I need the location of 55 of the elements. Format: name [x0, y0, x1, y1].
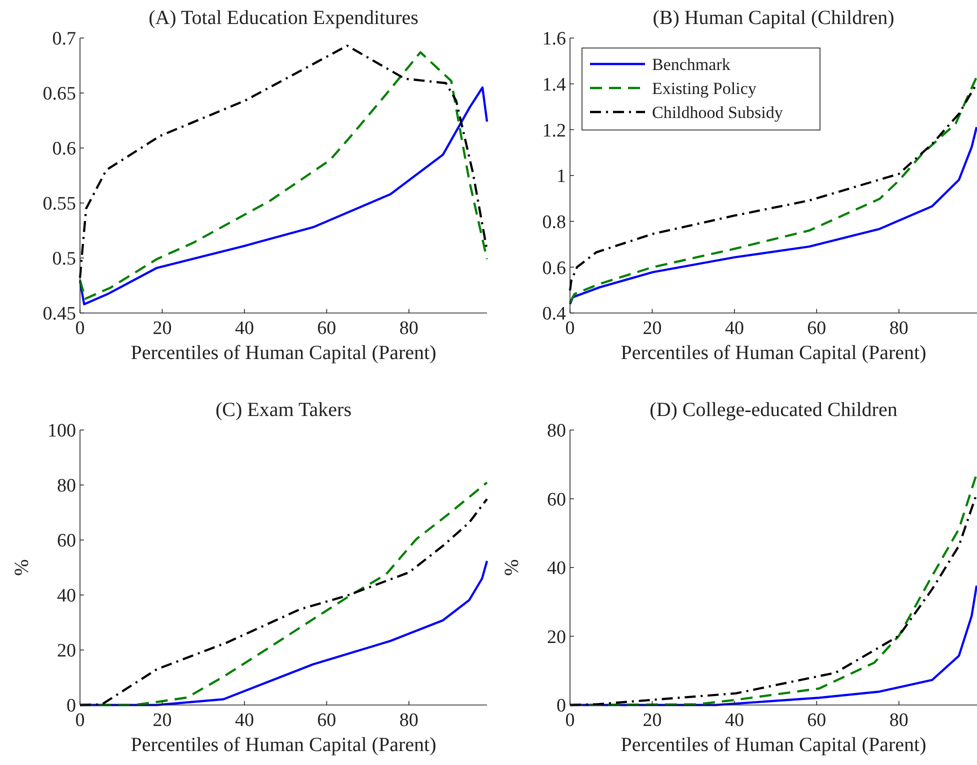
- y-tick-label: 0.8: [542, 212, 566, 233]
- y-tick-label: 20: [547, 626, 566, 648]
- y-axis-title: %: [501, 559, 523, 576]
- x-tick-label: 80: [399, 318, 418, 339]
- x-tick-label: 20: [642, 710, 662, 731]
- x-tick-label: 20: [152, 318, 172, 339]
- x-axis-title: Percentiles of Human Capital (Parent): [620, 734, 926, 756]
- y-tick-label: 0.6: [52, 138, 76, 160]
- x-tick-label: 40: [234, 318, 254, 339]
- y-tick-label: 0.7: [52, 28, 76, 50]
- y-tick-label: 40: [57, 586, 76, 607]
- x-tick-label: 20: [152, 710, 172, 731]
- x-tick-label: 20: [642, 318, 662, 339]
- y-tick-label: 60: [57, 530, 76, 552]
- y-tick-label: 0.45: [42, 304, 76, 325]
- legend-label: Benchmark: [652, 54, 731, 74]
- line-series: [568, 126, 977, 306]
- x-axis-title: Percentiles of Human Capital (Parent): [130, 342, 436, 364]
- chart-title: (B) Human Capital (Children): [652, 7, 894, 29]
- y-tick-label: 1.6: [542, 28, 566, 50]
- x-axis-title: Percentiles of Human Capital (Parent): [130, 734, 436, 756]
- x-tick-label: 80: [399, 710, 418, 731]
- x-tick-label: 40: [724, 710, 744, 731]
- x-tick-label: 60: [807, 710, 826, 731]
- y-tick-label: 0.4: [542, 304, 566, 325]
- chart-title: (D) College-educated Children: [650, 399, 898, 421]
- legend-label: Existing Policy: [652, 78, 757, 98]
- y-tick-label: 0.6: [542, 258, 566, 279]
- y-tick-label: 1.4: [542, 74, 566, 96]
- y-tick-label: 60: [547, 489, 566, 510]
- x-tick-label: 60: [317, 710, 336, 731]
- x-tick-label: 40: [724, 318, 744, 339]
- y-tick-label: 0: [556, 696, 566, 717]
- y-tick-label: 80: [57, 476, 76, 497]
- y-tick-label: 0: [66, 696, 76, 717]
- x-tick-label: 60: [317, 318, 336, 339]
- x-tick-label: 60: [807, 318, 826, 339]
- y-tick-label: 80: [547, 420, 566, 442]
- y-tick-label: 0.5: [52, 248, 76, 270]
- legend-label: Childhood Subsidy: [652, 102, 784, 122]
- y-tick-label: 1: [556, 166, 566, 188]
- x-axis-title: Percentiles of Human Capital (Parent): [620, 342, 926, 364]
- y-tick-label: 20: [57, 640, 76, 662]
- y-axis-title: %: [11, 559, 33, 576]
- line-series: [78, 86, 488, 306]
- y-tick-label: 0.65: [42, 84, 76, 105]
- y-tick-label: 40: [547, 558, 566, 580]
- x-tick-label: 80: [889, 710, 908, 731]
- x-tick-label: 80: [889, 318, 908, 339]
- y-tick-label: 0.55: [42, 194, 76, 215]
- x-tick-label: 40: [234, 710, 254, 731]
- chart-title: (A) Total Education Expenditures: [148, 7, 419, 29]
- y-tick-label: 100: [48, 420, 76, 442]
- chart-title: (C) Exam Takers: [216, 399, 352, 421]
- y-tick-label: 1.2: [542, 120, 566, 142]
